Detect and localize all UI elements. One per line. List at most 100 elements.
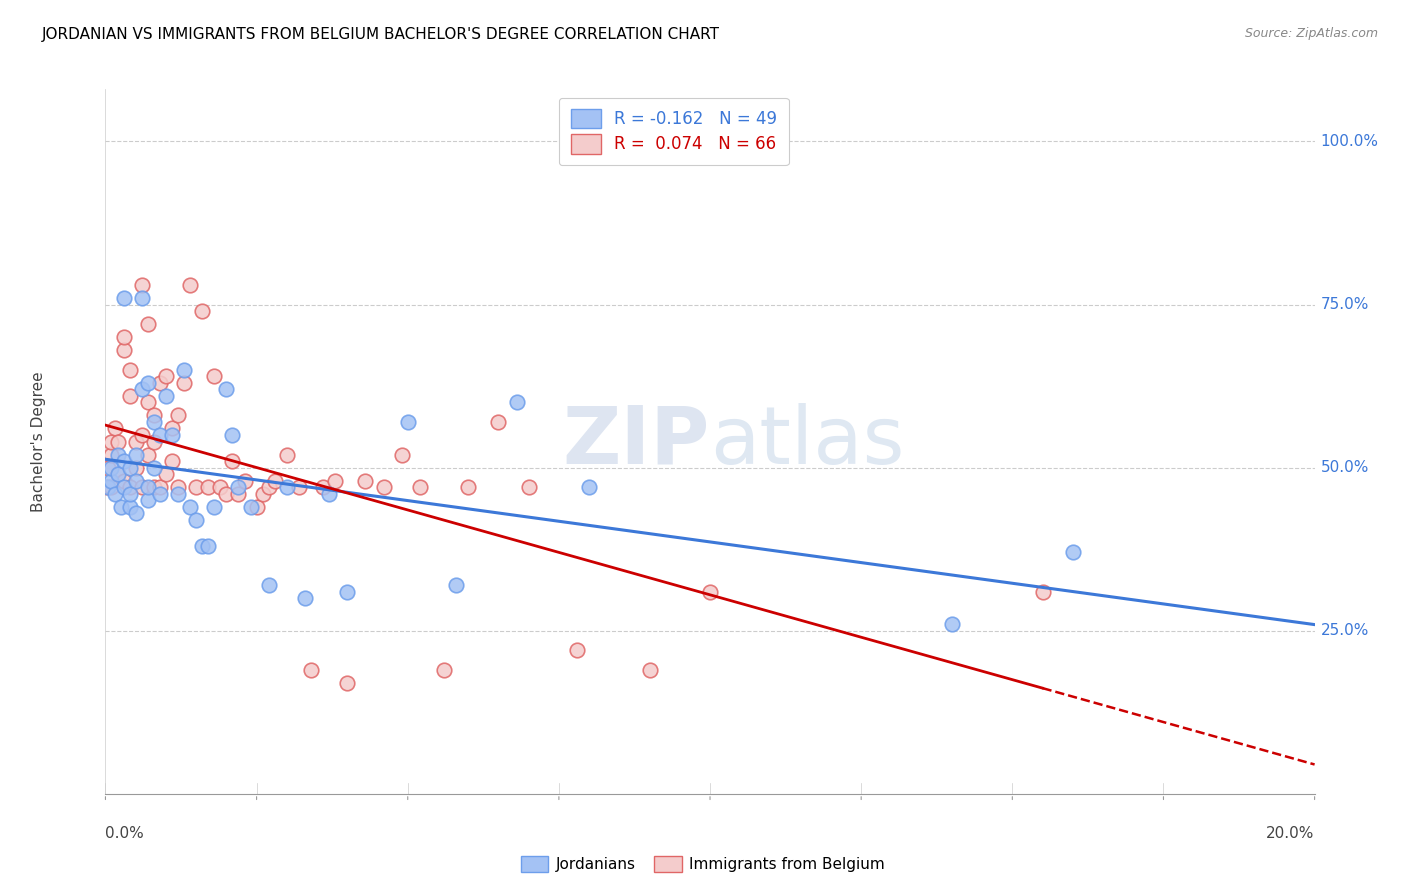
Point (136, 317, 159, 331)
Point (578, 480, 600, 494)
Point (257, 578, 280, 592)
Point (155, 389, 177, 403)
Point (354, 474, 377, 488)
Point (107, 467, 129, 482)
Point (118, 389, 141, 403)
Point (112, 474, 135, 488)
Point (131, 382, 153, 396)
Point (167, 409, 190, 423)
Point (149, 487, 172, 501)
Point (191, 304, 214, 318)
Point (318, 487, 340, 501)
Point (252, 487, 274, 501)
Point (288, 480, 311, 494)
Point (142, 409, 165, 423)
Point (179, 277, 201, 292)
Point (312, 480, 335, 494)
Text: atlas: atlas (710, 402, 904, 481)
Text: JORDANIAN VS IMMIGRANTS FROM BELGIUM BACHELOR'S DEGREE CORRELATION CHART: JORDANIAN VS IMMIGRANTS FROM BELGIUM BAC… (42, 27, 720, 42)
Point (160, 421, 183, 435)
Point (1032, 584, 1054, 599)
Point (112, 291, 135, 305)
Point (197, 539, 219, 553)
Point (373, 480, 395, 494)
Point (1062, 545, 1084, 559)
Text: 100.0%: 100.0% (1320, 134, 1379, 149)
Point (228, 487, 250, 501)
Point (118, 487, 141, 501)
Point (186, 513, 208, 527)
Text: Source: ZipAtlas.com: Source: ZipAtlas.com (1244, 27, 1378, 40)
Point (179, 500, 201, 514)
Point (276, 448, 298, 462)
Point (155, 467, 177, 482)
Point (486, 415, 509, 429)
Point (131, 480, 153, 494)
Point (112, 343, 135, 358)
Point (124, 448, 148, 462)
Point (136, 376, 159, 390)
Point (228, 480, 250, 494)
Point (107, 448, 129, 462)
Point (124, 434, 148, 449)
Point (336, 676, 359, 690)
Point (124, 506, 148, 520)
Point (110, 500, 132, 514)
Point (112, 480, 135, 494)
Point (124, 474, 148, 488)
Point (294, 591, 316, 606)
Point (215, 382, 238, 396)
Point (103, 487, 125, 501)
Text: 50.0%: 50.0% (1320, 460, 1369, 475)
Point (136, 448, 159, 462)
Point (100, 474, 122, 488)
Point (149, 428, 172, 442)
Point (160, 428, 183, 442)
Point (517, 480, 540, 494)
Point (173, 376, 195, 390)
Point (118, 460, 141, 475)
Point (167, 487, 190, 501)
Text: 0.0%: 0.0% (105, 826, 145, 840)
Text: Bachelor's Degree: Bachelor's Degree (31, 371, 46, 512)
Point (131, 291, 153, 305)
Point (233, 474, 256, 488)
Text: 25.0%: 25.0% (1320, 624, 1369, 639)
Point (209, 480, 232, 494)
Point (391, 448, 413, 462)
Point (118, 480, 141, 494)
Point (699, 584, 721, 599)
Text: ZIP: ZIP (562, 402, 710, 481)
Point (97, 480, 120, 494)
Point (941, 617, 963, 632)
Point (565, 643, 588, 657)
Point (142, 480, 165, 494)
Point (107, 434, 129, 449)
Legend: R = -0.162   N = 49, R =  0.074   N = 66: R = -0.162 N = 49, R = 0.074 N = 66 (560, 97, 789, 165)
Point (245, 500, 267, 514)
Point (336, 584, 359, 599)
Point (186, 480, 208, 494)
Legend: Jordanians, Immigrants from Belgium: Jordanians, Immigrants from Belgium (513, 848, 893, 880)
Point (457, 480, 479, 494)
Point (131, 277, 153, 292)
Point (160, 454, 183, 468)
Point (142, 434, 165, 449)
Point (221, 454, 243, 468)
Point (239, 500, 262, 514)
Point (197, 480, 219, 494)
Point (444, 578, 467, 592)
Point (433, 663, 456, 677)
Point (396, 415, 419, 429)
Text: 20.0%: 20.0% (1267, 826, 1315, 840)
Point (118, 500, 141, 514)
Point (112, 454, 135, 468)
Text: 75.0%: 75.0% (1320, 297, 1369, 312)
Point (142, 460, 165, 475)
Point (191, 539, 214, 553)
Point (136, 480, 159, 494)
Point (136, 493, 159, 508)
Point (118, 363, 141, 377)
Point (323, 474, 346, 488)
Point (202, 369, 225, 384)
